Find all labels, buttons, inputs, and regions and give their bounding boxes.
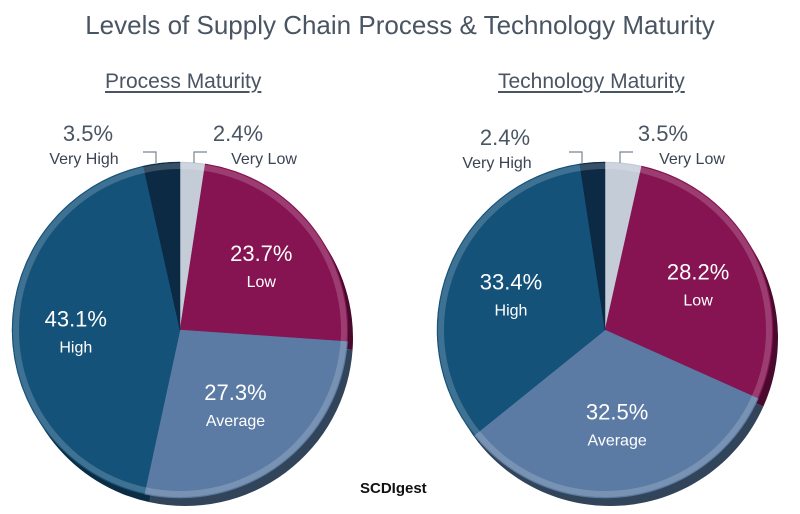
chart-title: Levels of Supply Chain Process & Technol… <box>85 10 715 40</box>
slice-high <box>11 165 181 495</box>
process-maturity-title: Process Maturity <box>105 70 262 93</box>
leader-line-very-low <box>619 151 633 163</box>
category-label-high: High <box>495 303 528 320</box>
technology-maturity-title: Technology Maturity <box>498 70 685 93</box>
category-label-very-low: Very Low <box>659 151 725 168</box>
leader-line-very-high <box>569 151 583 163</box>
process-maturity-pie: 2.4% Very Low 23.7% Low 27.3% Average 43.1% Hig… <box>11 121 354 506</box>
slice-average <box>473 329 759 499</box>
slice-low <box>604 165 774 399</box>
value-label-very-low: 2.4% <box>213 121 263 146</box>
value-label-average: 32.5% <box>586 399 648 424</box>
slice-very-high <box>579 161 606 331</box>
value-label-very-low: 3.5% <box>638 121 688 146</box>
category-label-very-low: Very Low <box>231 151 297 168</box>
slice-average <box>144 329 348 499</box>
value-label-high: 33.4% <box>480 270 542 295</box>
category-label-low: Low <box>247 274 277 291</box>
category-label-high: High <box>59 339 92 356</box>
leader-line-very-low <box>193 151 207 163</box>
category-label-average: Average <box>587 432 646 449</box>
technology-maturity-pie: 3.5% Very Low 28.2% Low 32.5% Average 33.4% Hig… <box>436 121 778 506</box>
value-label-very-high: 3.5% <box>63 121 113 146</box>
value-label-low: 28.2% <box>667 259 729 284</box>
category-label-average: Average <box>206 413 265 430</box>
value-label-high: 43.1% <box>45 306 107 331</box>
value-label-low: 23.7% <box>230 241 292 266</box>
value-label-average: 27.3% <box>204 380 266 405</box>
category-label-low: Low <box>683 292 713 309</box>
slice-high <box>436 163 606 436</box>
category-label-very-high: Very High <box>462 155 531 172</box>
leader-line-very-high <box>143 151 157 163</box>
source-credit: SCDIgest <box>360 480 427 497</box>
pie-highlight <box>13 163 347 497</box>
category-label-very-high: Very High <box>49 151 118 168</box>
slice-low <box>179 163 349 342</box>
pie-highlight <box>438 163 772 497</box>
value-label-very-high: 2.4% <box>480 125 530 150</box>
slice-very-high <box>143 161 181 331</box>
